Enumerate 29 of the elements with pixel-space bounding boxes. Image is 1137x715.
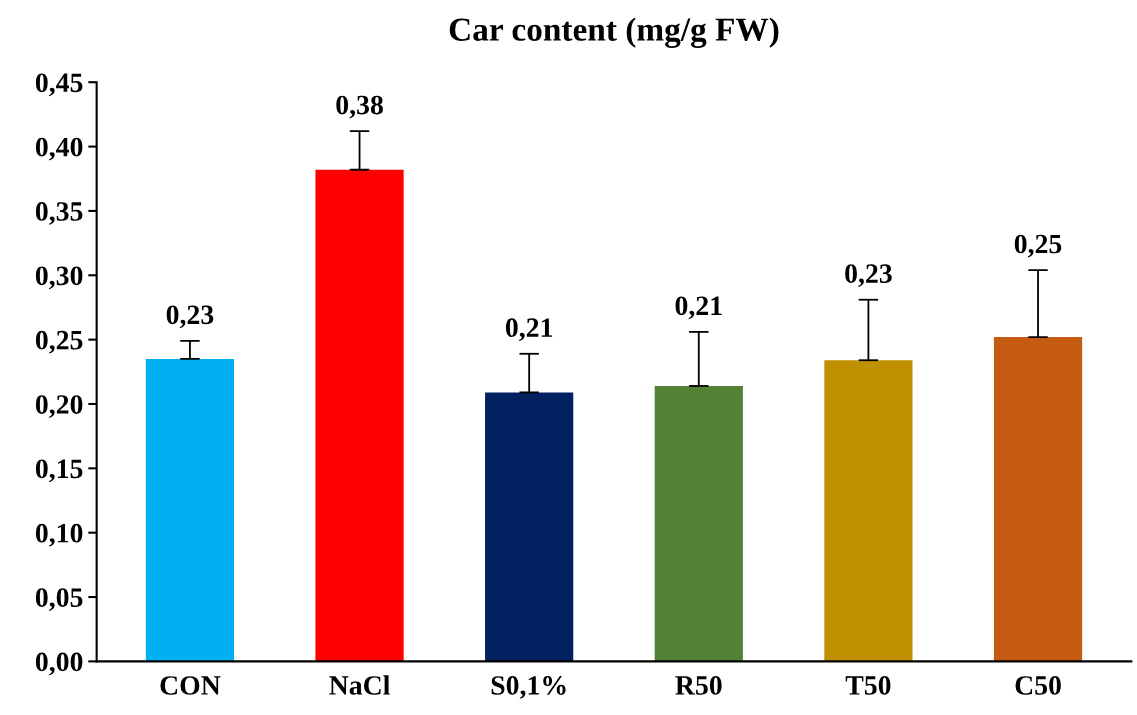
bar — [993, 337, 1083, 662]
y-tick-label: 0,25 — [35, 330, 83, 354]
y-tick-label: 0,35 — [35, 202, 83, 225]
data-label: 0,23 — [166, 305, 214, 329]
bar — [485, 392, 574, 662]
x-tick-label: NaCl — [329, 675, 390, 695]
y-tick-label: 0,45 — [35, 73, 83, 97]
y-tick-label: 0,40 — [35, 137, 83, 161]
chart-title: Car content (mg/g FW) — [449, 17, 779, 48]
x-tick-label: S0,1% — [491, 676, 566, 699]
data-label: 0,25 — [1014, 234, 1062, 258]
bar — [824, 360, 913, 662]
bar — [145, 358, 235, 662]
x-tick-label: C50 — [1015, 676, 1061, 695]
y-tick-label: 0,10 — [35, 523, 83, 547]
bar — [654, 385, 743, 662]
x-tick-label: CON — [160, 676, 221, 695]
data-label: 0,21 — [505, 318, 553, 342]
bar — [315, 169, 404, 662]
y-tick-label: 0,05 — [35, 588, 83, 611]
y-tick-label: 0,30 — [35, 266, 83, 290]
x-tick-label: T50 — [845, 676, 891, 695]
x-tick-label: R50 — [675, 676, 722, 695]
data-label: 0,21 — [675, 296, 722, 320]
data-label: 0,38 — [336, 95, 383, 119]
y-tick-label: 0,20 — [35, 395, 83, 418]
data-label: 0,23 — [845, 264, 892, 287]
y-tick-label: 0,00 — [35, 652, 83, 676]
y-tick-label: 0,15 — [35, 459, 83, 483]
